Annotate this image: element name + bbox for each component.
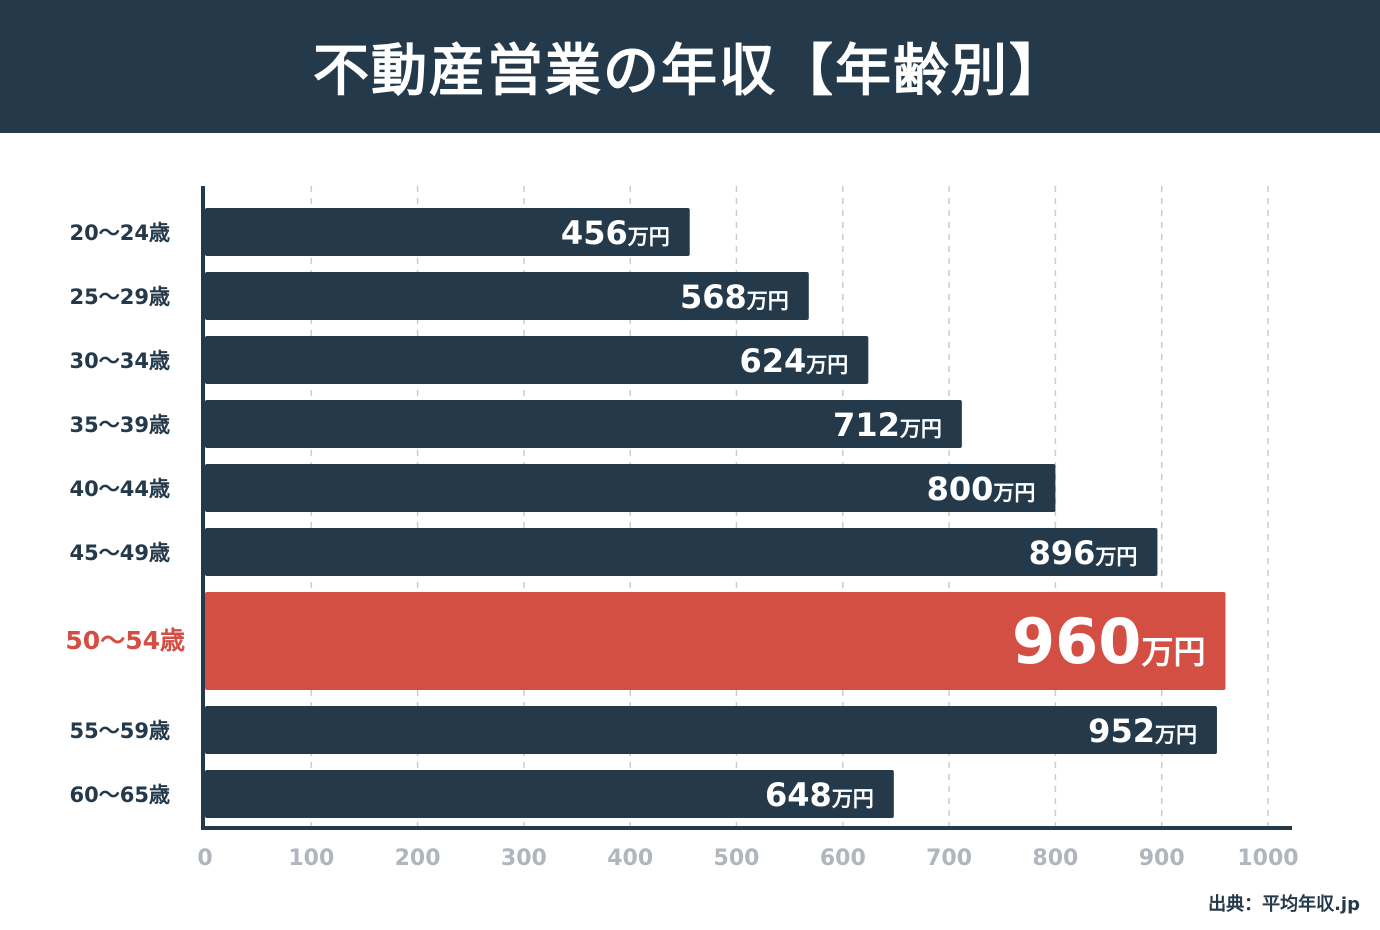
x-tick-label: 700 <box>926 846 972 871</box>
bar <box>205 400 962 448</box>
bar-value-label: 568万円 <box>680 278 789 316</box>
x-tick-label: 1000 <box>1237 846 1298 871</box>
category-label: 55〜59歳 <box>70 719 170 743</box>
bar <box>205 272 809 320</box>
bar-value-label: 960万円 <box>1012 605 1205 678</box>
bar <box>205 336 869 384</box>
x-tick-label: 0 <box>197 846 212 871</box>
bar-value-label: 648万円 <box>765 776 874 814</box>
bar <box>205 592 1226 690</box>
bar-value-label: 624万円 <box>740 342 849 380</box>
header-banner: 不動産営業の年収【年齢別】 <box>0 0 1380 133</box>
category-label: 30〜34歳 <box>70 349 170 373</box>
x-tick-label: 100 <box>288 846 334 871</box>
x-tick-label: 600 <box>820 846 866 871</box>
bar-value-label: 896万円 <box>1029 534 1138 572</box>
category-label: 45〜49歳 <box>70 541 170 565</box>
bar <box>205 464 1056 512</box>
bar <box>205 528 1158 576</box>
category-label: 25〜29歳 <box>70 285 170 309</box>
category-label: 40〜44歳 <box>70 477 170 501</box>
bar-value-label: 712万円 <box>833 406 942 444</box>
x-tick-label: 900 <box>1139 846 1185 871</box>
category-label: 35〜39歳 <box>70 413 170 437</box>
bar-value-label: 800万円 <box>927 470 1036 508</box>
x-tick-label: 400 <box>607 846 653 871</box>
bar <box>205 770 894 818</box>
x-tick-label: 800 <box>1032 846 1078 871</box>
bar-value-label: 456万円 <box>561 214 670 252</box>
category-label: 60〜65歳 <box>70 783 170 807</box>
bar <box>205 208 690 256</box>
x-tick-label: 200 <box>395 846 441 871</box>
source-note: 出典：平均年収.jp <box>1208 894 1360 915</box>
x-tick-label: 300 <box>501 846 547 871</box>
page-title: 不動産営業の年収【年齢別】 <box>313 39 1067 104</box>
category-label: 50〜54歳 <box>65 626 185 655</box>
bar-value-label: 952万円 <box>1088 712 1197 750</box>
bar <box>205 706 1217 754</box>
x-tick-label: 500 <box>714 846 760 871</box>
category-label: 20〜24歳 <box>70 221 170 245</box>
